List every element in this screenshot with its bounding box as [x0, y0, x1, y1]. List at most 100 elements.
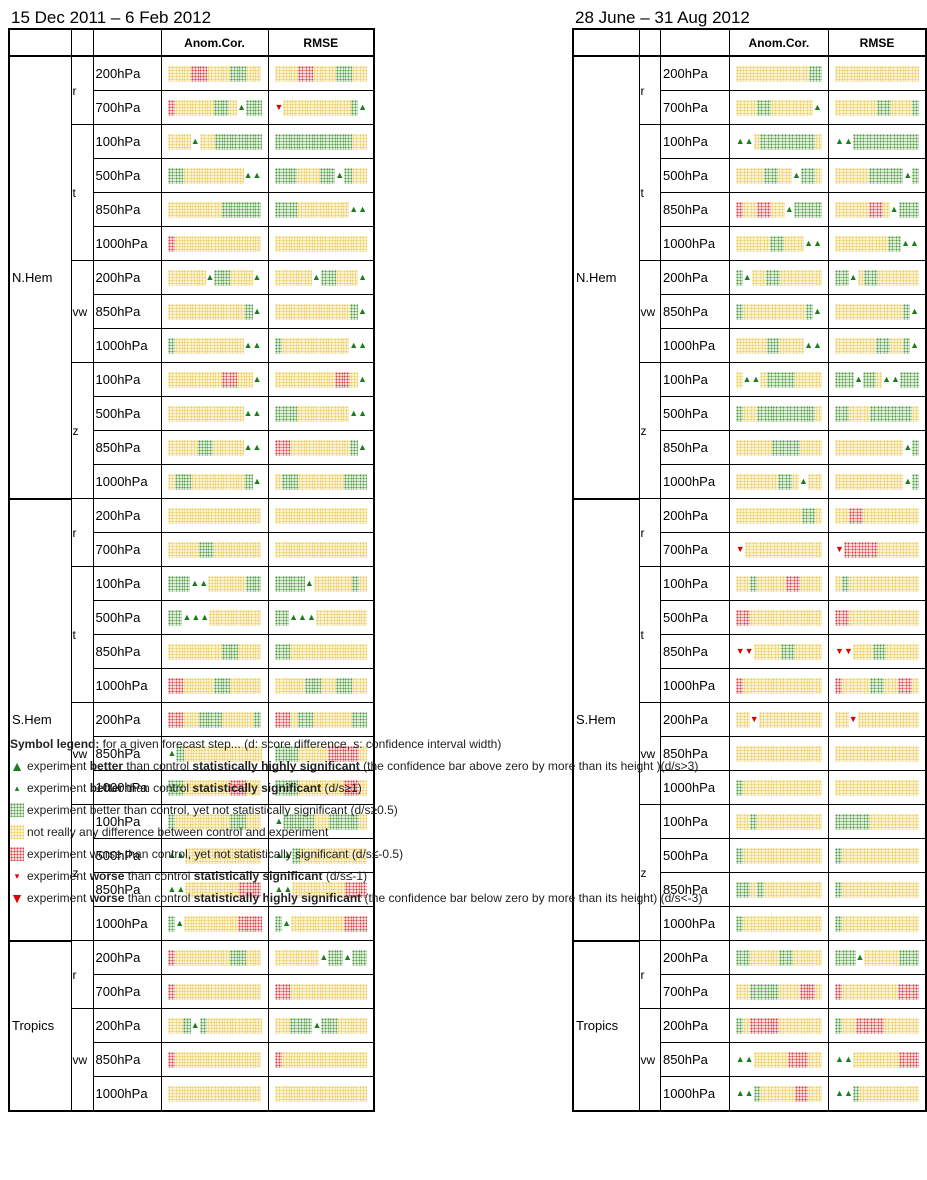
no-difference-dots	[772, 711, 780, 728]
no-difference-dots	[807, 1017, 815, 1034]
no-difference-dots	[800, 881, 808, 898]
better-dots	[903, 337, 911, 354]
no-difference-dots	[335, 269, 344, 286]
no-difference-dots	[305, 541, 314, 558]
no-difference-dots	[865, 65, 874, 82]
no-difference-dots	[856, 779, 864, 796]
no-difference-dots	[849, 99, 857, 116]
no-difference-dots	[753, 643, 761, 660]
better-dots	[787, 643, 795, 660]
better-dots	[771, 983, 779, 1000]
anom-cor-cell	[728, 600, 830, 635]
better-dots	[899, 133, 906, 150]
table-row: 1000hPa ▲ ▲ ▲ ▲	[573, 226, 927, 261]
no-difference-dots	[175, 541, 184, 558]
no-difference-dots	[912, 643, 919, 660]
no-difference-dots	[877, 779, 885, 796]
better-significant-triangle-icon: ▲	[854, 371, 864, 388]
no-difference-dots	[814, 983, 822, 1000]
no-difference-dots	[801, 643, 809, 660]
no-difference-dots	[866, 643, 873, 660]
no-difference-dots	[807, 609, 815, 626]
no-difference-dots	[304, 201, 312, 218]
rmse-cell	[267, 1042, 375, 1077]
better-dots	[343, 133, 352, 150]
table-row: N.Hem r 200hPa	[572, 55, 927, 500]
no-difference-dots	[757, 779, 765, 796]
worse-dots	[274, 711, 283, 728]
table-row: vw 200hPa ▲ ▲	[9, 1008, 375, 1112]
no-difference-dots	[305, 1085, 314, 1102]
better-dots	[780, 643, 788, 660]
no-difference-dots	[905, 915, 913, 932]
no-difference-dots	[742, 779, 751, 796]
no-difference-dots	[312, 167, 321, 184]
score-strip: ▲	[735, 99, 822, 116]
no-difference-dots	[167, 473, 176, 490]
better-dots	[892, 133, 900, 150]
rmse-cell	[828, 600, 927, 635]
table-row: 1000hPa ▲ ▲ ▲ ▲	[9, 328, 375, 363]
no-difference-dots	[289, 949, 297, 966]
worse-dots	[870, 1017, 878, 1034]
variable-label: vw	[70, 1008, 94, 1112]
no-difference-dots	[351, 1051, 360, 1068]
no-difference-dots	[870, 915, 878, 932]
level-label: 700hPa	[660, 532, 730, 567]
legend-text-part: experiment	[27, 869, 90, 883]
better-dots	[808, 133, 816, 150]
rmse-cell	[828, 1008, 927, 1043]
no-difference-dots	[289, 269, 297, 286]
no-difference-dots	[798, 303, 807, 320]
no-difference-dots	[199, 915, 208, 932]
no-difference-dots	[882, 473, 890, 490]
better-dots	[292, 847, 300, 864]
no-difference-dots	[797, 337, 805, 354]
table-row: 850hPa ▲ ▲	[573, 294, 927, 329]
no-difference-dots	[898, 711, 906, 728]
better-dots	[245, 201, 254, 218]
score-strip	[735, 575, 822, 592]
no-difference-dots	[231, 847, 239, 864]
rmse-cell	[267, 464, 375, 499]
rmse-cell	[267, 55, 375, 91]
better-dots	[800, 405, 808, 422]
score-strip: ▲	[835, 949, 920, 966]
worse-dots	[801, 1051, 809, 1068]
better-significant-triangle-icon: ▲	[910, 337, 920, 354]
panel-title: 15 Dec 2011 – 6 Feb 2012	[11, 8, 212, 27]
better-dots	[765, 269, 773, 286]
better-dots	[328, 949, 336, 966]
no-difference-dots	[735, 439, 743, 456]
no-difference-dots	[882, 303, 890, 320]
anom-cor-cell	[728, 566, 830, 601]
no-difference-dots	[274, 677, 283, 694]
no-difference-dots	[183, 1085, 191, 1102]
better-significant-triangle-icon: ▲	[835, 1051, 844, 1068]
no-difference-dots	[214, 983, 223, 1000]
no-difference-dots	[742, 507, 749, 524]
legend-title: Symbol legend:	[10, 737, 100, 751]
score-strip: ▲	[735, 269, 822, 286]
worse-significant-triangle-icon: ▼	[848, 711, 858, 728]
level-label: 1000hPa	[660, 906, 730, 941]
legend-text-part: experiment	[27, 891, 90, 905]
no-difference-dots	[198, 813, 207, 830]
better-dots	[237, 201, 246, 218]
rmse-cell	[267, 226, 375, 261]
better-significant-triangle-icon: ▲	[343, 949, 353, 966]
score-strip	[167, 235, 262, 252]
no-difference-dots	[220, 167, 229, 184]
no-difference-dots	[898, 1017, 906, 1034]
better-dots	[841, 371, 848, 388]
no-difference-dots	[849, 575, 857, 592]
no-difference-dots	[763, 473, 771, 490]
worse-dots	[905, 983, 913, 1000]
better-significant-triangle-icon: ▲	[735, 1085, 745, 1102]
no-difference-dots	[253, 1017, 262, 1034]
score-strip: ▼ ▲	[274, 99, 368, 116]
rmse-cell: ▲ ▲	[267, 838, 375, 873]
worse-dots	[343, 745, 352, 762]
no-difference-dots	[206, 303, 214, 320]
better-dots	[214, 269, 223, 286]
